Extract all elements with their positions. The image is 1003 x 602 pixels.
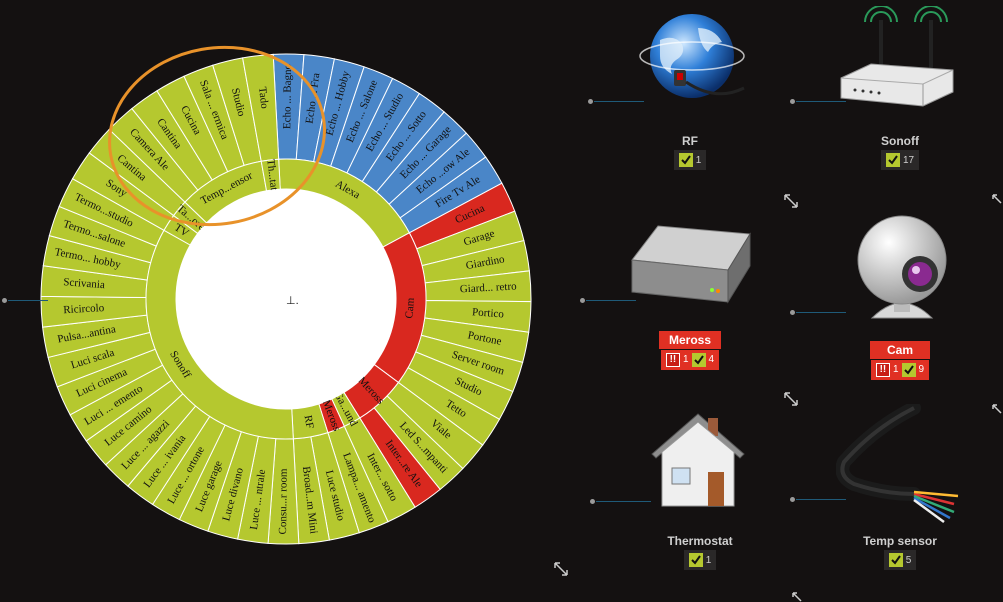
expand-icon[interactable] (554, 562, 568, 576)
node-cam-ok-count: 9 (918, 364, 925, 375)
left-connector-line (8, 300, 48, 301)
node-cam-status: !! 1 9 (870, 359, 930, 380)
node-sonoff-title: Sonoff (881, 134, 919, 148)
sunburst-group-label: Cam (403, 297, 417, 319)
sunburst-leaf-label: Ricircolo (63, 302, 105, 316)
sunburst-leaf-label: Echo ... Bagno (281, 63, 294, 129)
node-meross[interactable]: Meross !! 1 4 (659, 331, 721, 370)
error-icon: !! (875, 362, 890, 377)
node-thermostat-status: 1 (683, 550, 717, 570)
corner-arrow-icon[interactable] (992, 194, 1002, 204)
node-meross-err-count: 1 (682, 354, 689, 365)
globe-icon[interactable] (636, 10, 750, 115)
tempsensor-connector-dot (790, 497, 795, 502)
sonoff-connector-dot (790, 99, 795, 104)
node-thermostat-title: Thermostat (667, 534, 733, 548)
tempsensor-connector-line (796, 499, 846, 500)
node-tempsensor-status: 5 (883, 550, 917, 570)
check-icon (901, 362, 916, 377)
node-thermostat[interactable]: Thermostat 1 (660, 532, 740, 571)
node-rf-status: 1 (673, 150, 707, 170)
check-icon (688, 553, 703, 567)
house-icon[interactable] (648, 410, 748, 519)
node-cam[interactable]: Cam !! 1 9 (870, 341, 930, 380)
node-tempsensor[interactable]: Temp sensor 5 (858, 532, 942, 571)
node-rf[interactable]: RF 1 (650, 132, 730, 171)
cable-icon[interactable] (835, 401, 964, 529)
sonoff-connector-line (796, 101, 846, 102)
expand-icon[interactable] (784, 194, 798, 208)
sunburst-leaf-label: Scrivania (63, 276, 105, 291)
node-tempsensor-ok-count: 5 (905, 554, 912, 566)
node-cam-err-count: 1 (892, 364, 899, 375)
node-thermostat-ok-count: 1 (705, 554, 712, 566)
sunburst-chart[interactable]: Echo ... Bagno Echo ... Fra Echo ... Hobby… (0, 0, 560, 602)
check-icon (885, 153, 900, 167)
sunburst-leaf-label: Consu...r room (277, 468, 290, 535)
webcam-icon[interactable] (852, 210, 952, 337)
cam-connector-line (796, 312, 846, 313)
sunburst-leaf-label: Portico (472, 306, 505, 320)
corner-arrow-icon[interactable] (992, 404, 1002, 414)
check-icon (888, 553, 903, 567)
check-icon (678, 153, 693, 167)
meross-connector-line (586, 300, 636, 301)
harddisk-icon[interactable] (628, 222, 754, 317)
node-meross-status: !! 1 4 (660, 349, 720, 370)
corner-arrow-icon[interactable] (792, 592, 802, 602)
thermostat-connector-line (596, 501, 651, 502)
left-connector-dot (2, 298, 7, 303)
node-rf-ok-count: 1 (695, 154, 702, 166)
router-icon[interactable] (835, 5, 959, 127)
node-tempsensor-title: Temp sensor (863, 534, 937, 548)
sunburst-center-label: ⊥. (286, 295, 299, 307)
node-meross-ok-count: 4 (708, 354, 715, 365)
node-sonoff[interactable]: Sonoff 17 (860, 132, 940, 171)
thermostat-connector-dot (590, 499, 595, 504)
cam-connector-dot (790, 310, 795, 315)
node-meross-title: Meross (659, 331, 721, 349)
rf-connector-line (594, 101, 644, 102)
check-icon (691, 352, 706, 367)
sunburst-group-label: Th...tat (264, 158, 280, 191)
rf-connector-dot (588, 99, 593, 104)
node-sonoff-status: 17 (880, 150, 920, 170)
sunburst-group-label: RF (301, 414, 315, 429)
sunburst-leaf-label: Tado (256, 86, 270, 110)
node-cam-title: Cam (870, 341, 930, 359)
meross-connector-dot (580, 298, 585, 303)
highlight-ring (108, 45, 326, 227)
node-sonoff-ok-count: 17 (902, 154, 915, 166)
expand-icon[interactable] (784, 392, 798, 406)
sunburst-center[interactable] (176, 189, 396, 409)
sunburst-leaf-label: Giard... retro (460, 280, 518, 295)
node-rf-title: RF (682, 134, 698, 148)
error-icon: !! (665, 352, 680, 367)
